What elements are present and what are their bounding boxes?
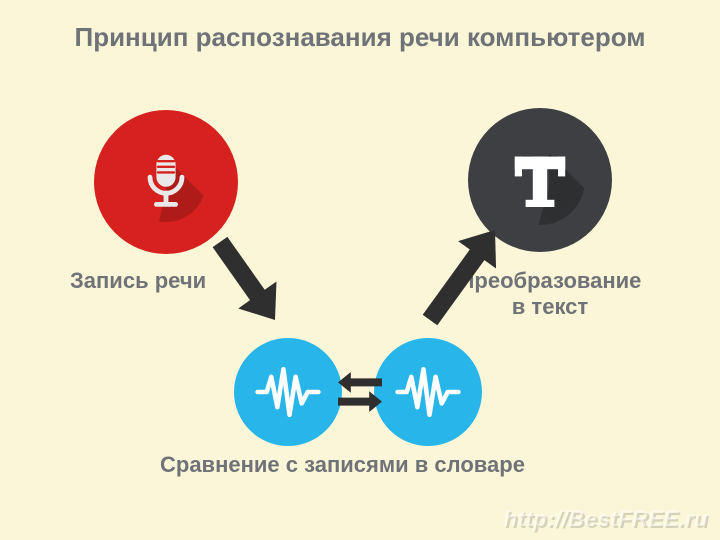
- arrow-down: [190, 212, 305, 350]
- exchange-arrows: [338, 368, 382, 416]
- page-title: Принцип распознавания речи компьютером: [0, 22, 720, 53]
- compare-label: Сравнение с записями в словаре: [160, 452, 525, 478]
- wave-right-node: [374, 338, 482, 446]
- microphone-icon: [126, 142, 206, 222]
- record-label: Запись речи: [70, 268, 206, 294]
- arrow-up: [400, 200, 525, 350]
- waveform-icon: [390, 354, 466, 430]
- wave-left-node: [234, 338, 342, 446]
- diagram-canvas: Принцип распознавания речи компьютером: [0, 0, 720, 540]
- watermark: http://BestFREE.ru: [503, 506, 708, 532]
- waveform-icon: [250, 354, 326, 430]
